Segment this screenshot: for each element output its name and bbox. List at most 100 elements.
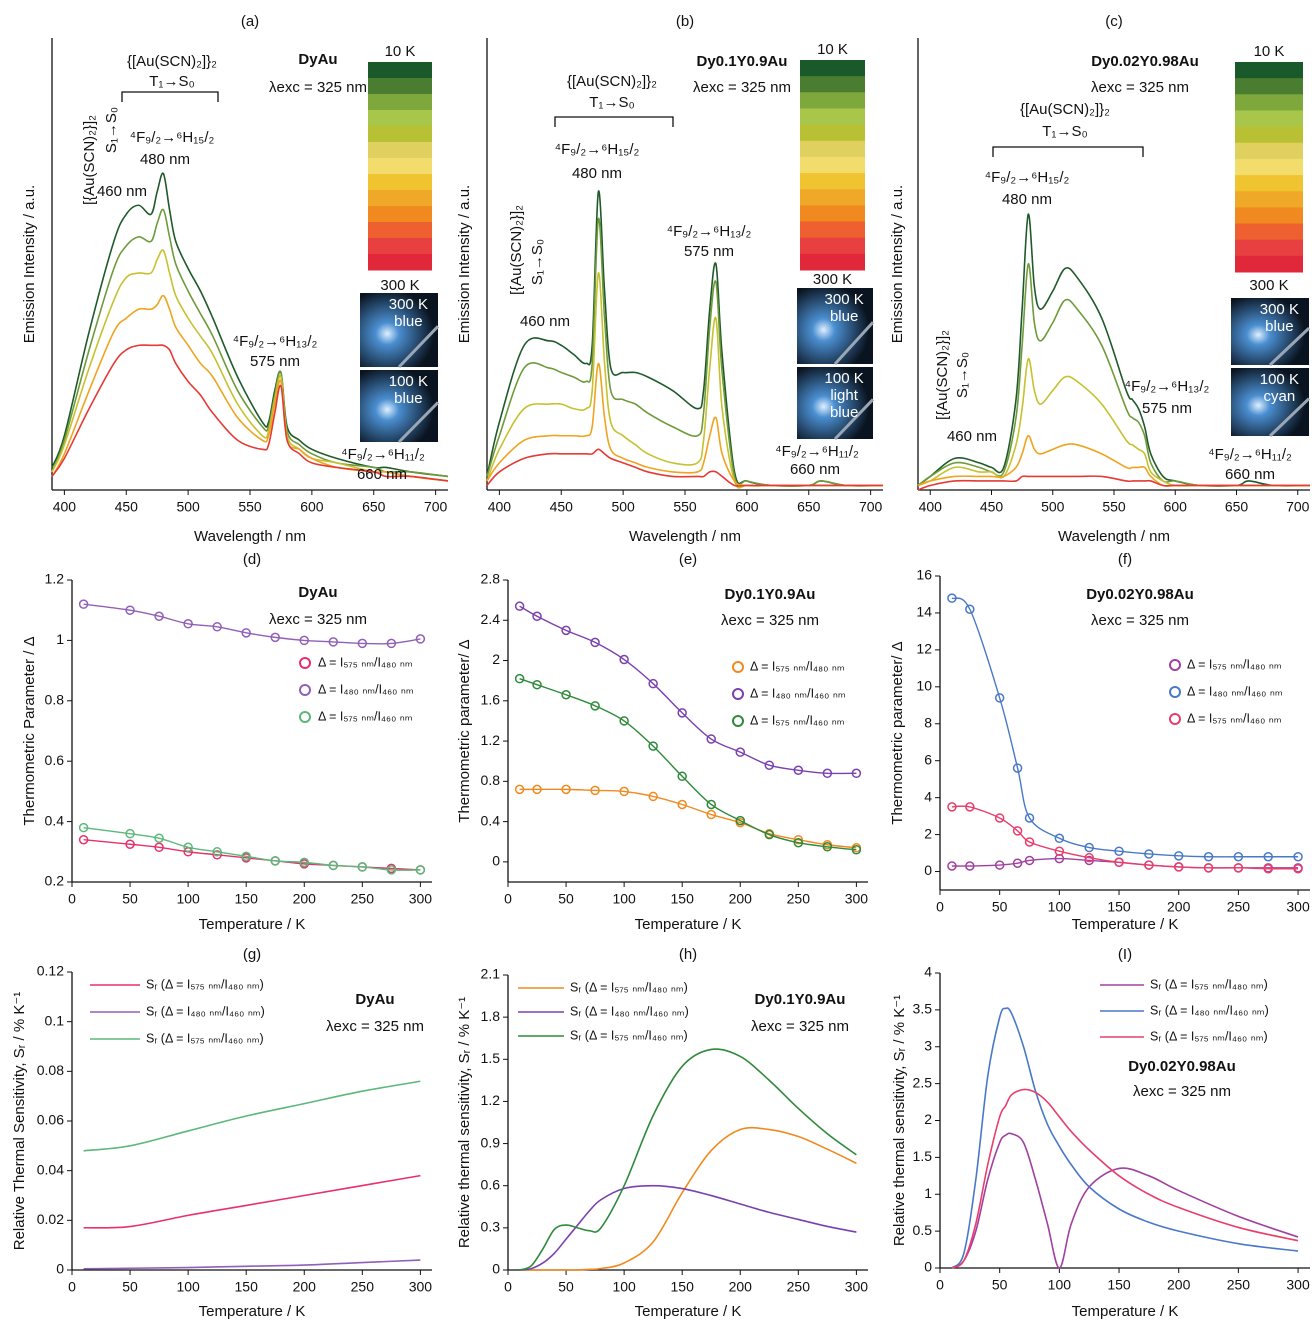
colorbar-step xyxy=(1235,94,1303,111)
colorbar-step xyxy=(368,78,432,95)
inset-tube xyxy=(1268,397,1311,438)
inset-label: blue xyxy=(394,313,422,330)
colorbar-step xyxy=(1235,78,1303,95)
data-point xyxy=(822,768,833,779)
annotation: 460 nm xyxy=(97,183,147,200)
bracket xyxy=(554,116,674,127)
y-tick-label: 0.02 xyxy=(37,1211,64,1227)
series-line xyxy=(51,172,449,478)
legend-label: Δ = I₅₇₅ ₙₘ/I₄₈₀ ₙₘ xyxy=(318,655,413,669)
data-point xyxy=(619,716,629,726)
colorbar-step xyxy=(800,124,865,142)
annotation: ⁴F₉/₂→⁶H₁₃/₂ xyxy=(233,333,318,350)
data-point xyxy=(590,701,600,711)
x-tick-label: 500 xyxy=(1041,499,1065,515)
colorbar-label: 300 K xyxy=(1249,277,1288,294)
panel-title: (c) xyxy=(1105,13,1123,30)
y-tick-label: 0.8 xyxy=(481,772,501,788)
colorbar-step xyxy=(368,110,432,127)
legend-label: Sᵣ (Δ = I₅₇₅ ₙₘ/I₄₆₀ ₙₘ) xyxy=(1150,1029,1268,1043)
series-line xyxy=(486,448,883,487)
colorbar-step xyxy=(800,60,865,77)
legend-label: Sᵣ (Δ = I₄₈₀ ₙₘ/I₄₆₀ ₙₘ) xyxy=(570,1004,689,1018)
x-tick-label: 150 xyxy=(235,891,259,907)
x-tick-label: 0 xyxy=(504,1279,512,1295)
y-tick-label: 6 xyxy=(924,751,932,767)
inset-label: 100 K xyxy=(389,373,428,390)
annotation: ⁴F₉/₂→⁶H₁₅/₂ xyxy=(985,169,1070,186)
series-line xyxy=(83,603,421,645)
inset-tube xyxy=(1268,327,1311,367)
x-tick-label: 100 xyxy=(612,1279,636,1295)
inset-photo xyxy=(360,370,438,442)
x-tick-label: 450 xyxy=(115,499,139,515)
data-point xyxy=(212,847,222,857)
annotation: 660 nm xyxy=(790,461,840,478)
data-point xyxy=(1203,863,1214,873)
colorbar-step xyxy=(368,62,432,79)
data-point xyxy=(125,605,135,615)
data-point xyxy=(706,809,716,820)
colorbar-step xyxy=(800,189,865,206)
x-axis-label: Temperature / K xyxy=(1072,916,1179,933)
inset-label: blue xyxy=(830,404,858,421)
legend-swatch xyxy=(732,715,744,727)
annotation: λexc = 325 nm xyxy=(1091,79,1189,96)
data-point xyxy=(851,768,862,779)
series-line xyxy=(83,1259,421,1270)
y-tick-label: 1.5 xyxy=(913,1148,933,1164)
data-point xyxy=(619,786,629,797)
data-point xyxy=(1114,846,1124,856)
inset-label: blue xyxy=(830,308,858,325)
x-tick-label: 200 xyxy=(1167,1277,1191,1293)
data-point xyxy=(1233,863,1244,873)
y-axis-label: Relative thermal sensitivity, Sᵣ / % K⁻¹ xyxy=(891,995,908,1246)
data-point xyxy=(1293,852,1303,862)
x-tick-label: 250 xyxy=(1227,1277,1251,1293)
series-line xyxy=(51,294,449,482)
data-point xyxy=(154,611,164,621)
x-tick-label: 50 xyxy=(992,899,1008,915)
colorbar-step xyxy=(1235,110,1303,128)
y-tick-label: 1.2 xyxy=(481,1092,501,1108)
series-line xyxy=(83,1174,421,1229)
y-tick-label: 2 xyxy=(492,651,500,667)
x-tick-label: 250 xyxy=(351,891,375,907)
y-tick-label: 0.8 xyxy=(45,692,65,708)
data-point xyxy=(357,862,368,872)
legend-label: Δ = I₄₈₀ ₙₘ/I₄₆₀ ₙₘ xyxy=(318,682,414,696)
annotation: ⁴F₉/₂→⁶H₁₁/₂ xyxy=(341,446,425,463)
annotation: DyAu xyxy=(298,51,337,68)
data-point xyxy=(1173,862,1184,872)
x-axis-label: Temperature / K xyxy=(635,916,742,933)
y-tick-label: 0 xyxy=(492,853,500,869)
colorbar-label: 10 K xyxy=(385,43,416,60)
y-tick-label: 2.8 xyxy=(481,571,501,587)
data-point xyxy=(1084,852,1094,863)
series-line xyxy=(519,677,857,851)
x-tick-label: 250 xyxy=(787,891,811,907)
series-line xyxy=(951,805,1299,870)
x-axis-label: Temperature / K xyxy=(1072,1303,1179,1320)
annotation: 460 nm xyxy=(947,428,997,445)
legend-label: Δ = I₄₈₀ ₙₘ/I₄₆₀ ₙₘ xyxy=(1187,684,1283,698)
annotation: λexc = 325 nm xyxy=(1133,1083,1231,1100)
y-axis-label: Thermometric Parameter / Δ xyxy=(21,636,38,825)
data-point xyxy=(947,593,957,603)
annotation: S₁→S₀ xyxy=(954,352,971,398)
annotation: 460 nm xyxy=(520,313,570,330)
colorbar-step xyxy=(1235,62,1303,79)
data-point xyxy=(514,784,525,795)
y-tick-label: 0.6 xyxy=(481,1176,501,1192)
y-tick-label: 1 xyxy=(924,1185,932,1201)
annotation: 480 nm xyxy=(572,165,622,182)
annotation: ⁴F₉/₂→⁶H₁₁/₂ xyxy=(775,443,859,460)
annotation: λexc = 325 nm xyxy=(751,1018,849,1035)
series-line xyxy=(519,1126,857,1271)
annotation: S₁→S₀ xyxy=(103,107,120,153)
inset-label: 300 K xyxy=(389,296,428,313)
data-point xyxy=(994,860,1005,870)
legend-label: Δ = I₄₈₀ ₙₘ/I₄₆₀ ₙₘ xyxy=(750,686,846,700)
data-point xyxy=(994,813,1005,823)
data-point xyxy=(735,815,746,826)
